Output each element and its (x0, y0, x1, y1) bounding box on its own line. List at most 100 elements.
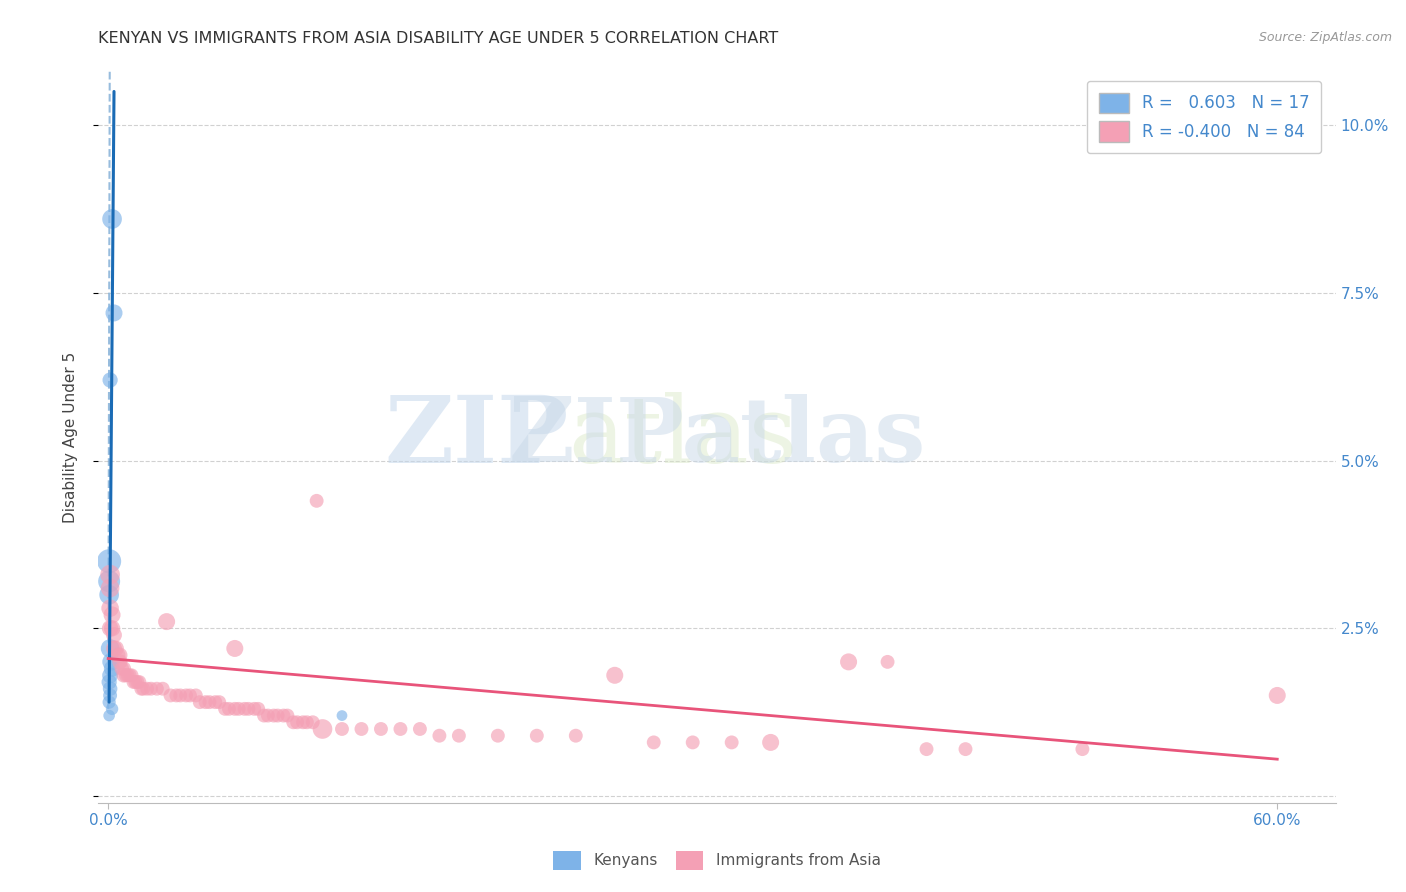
Point (603, 668, 626, 682)
Point (720, 735, 742, 749)
Point (103, 628, 125, 642)
Legend: Kenyans, Immigrants from Asia: Kenyans, Immigrants from Asia (547, 845, 887, 876)
Point (330, 722, 353, 736)
Point (132, 681, 155, 696)
Point (98, 689, 121, 703)
Point (204, 695, 226, 709)
Point (98, 641, 121, 656)
Point (389, 722, 412, 736)
Point (159, 689, 181, 703)
Point (169, 689, 191, 703)
Point (429, 729, 451, 743)
Point (486, 729, 509, 743)
Point (330, 708, 353, 723)
Point (179, 689, 201, 703)
Point (273, 708, 295, 723)
Point (759, 735, 782, 749)
Point (228, 702, 250, 716)
Point (104, 641, 127, 656)
Point (301, 715, 323, 730)
Point (876, 655, 898, 669)
Point (98, 668, 121, 682)
Text: atlas: atlas (568, 392, 797, 482)
Y-axis label: Disability Age Under 5: Disability Age Under 5 (63, 351, 77, 523)
Point (350, 722, 373, 736)
Point (101, 662, 124, 676)
Point (129, 681, 152, 696)
Point (285, 715, 308, 730)
Point (233, 702, 256, 716)
Point (218, 702, 240, 716)
Point (224, 702, 246, 716)
Text: ZIP: ZIP (384, 392, 568, 482)
Point (152, 681, 174, 696)
Point (98, 574, 121, 589)
Point (838, 655, 860, 669)
Text: KENYAN VS IMMIGRANTS FROM ASIA DISABILITY AGE UNDER 5 CORRELATION CHART: KENYAN VS IMMIGRANTS FROM ASIA DISABILIT… (98, 31, 779, 46)
Point (194, 695, 217, 709)
Point (117, 668, 139, 682)
Point (121, 668, 143, 682)
Point (955, 742, 977, 756)
Point (107, 648, 129, 662)
Point (1265, 689, 1288, 703)
Point (370, 722, 392, 736)
Point (198, 695, 221, 709)
Point (100, 655, 122, 669)
Point (101, 212, 124, 227)
Text: Source: ZipAtlas.com: Source: ZipAtlas.com (1258, 31, 1392, 45)
Point (101, 607, 124, 622)
Point (266, 708, 288, 723)
Point (114, 668, 136, 682)
Point (292, 715, 315, 730)
Point (643, 735, 665, 749)
Point (295, 715, 318, 730)
Point (112, 668, 135, 682)
Point (243, 702, 266, 716)
Point (247, 702, 270, 716)
Point (122, 675, 145, 690)
Point (915, 742, 938, 756)
Point (156, 615, 179, 629)
Point (124, 675, 146, 690)
Point (98, 601, 121, 615)
Point (98, 621, 121, 635)
Point (98, 695, 121, 709)
Point (208, 695, 231, 709)
Point (257, 708, 280, 723)
Point (174, 689, 197, 703)
Point (238, 702, 260, 716)
Point (127, 675, 149, 690)
Point (108, 655, 131, 669)
Text: ZIPatlas: ZIPatlas (509, 393, 925, 481)
Point (305, 493, 328, 508)
Point (526, 729, 548, 743)
Point (188, 695, 211, 709)
Point (146, 681, 169, 696)
Point (112, 662, 135, 676)
Point (136, 681, 159, 696)
Point (103, 641, 125, 656)
Point (98, 567, 121, 582)
Point (565, 729, 588, 743)
Point (682, 735, 704, 749)
Point (101, 702, 124, 716)
Point (165, 689, 187, 703)
Point (98, 675, 121, 690)
Point (224, 641, 246, 656)
Point (98, 681, 121, 696)
Point (98, 588, 121, 602)
Point (98, 708, 121, 723)
Point (128, 675, 150, 690)
Point (98, 554, 121, 568)
Point (276, 708, 298, 723)
Point (98, 581, 121, 595)
Point (214, 702, 236, 716)
Point (409, 722, 432, 736)
Point (98, 373, 121, 387)
Point (108, 648, 131, 662)
Point (263, 708, 285, 723)
Point (311, 722, 333, 736)
Point (111, 662, 134, 676)
Point (118, 668, 141, 682)
